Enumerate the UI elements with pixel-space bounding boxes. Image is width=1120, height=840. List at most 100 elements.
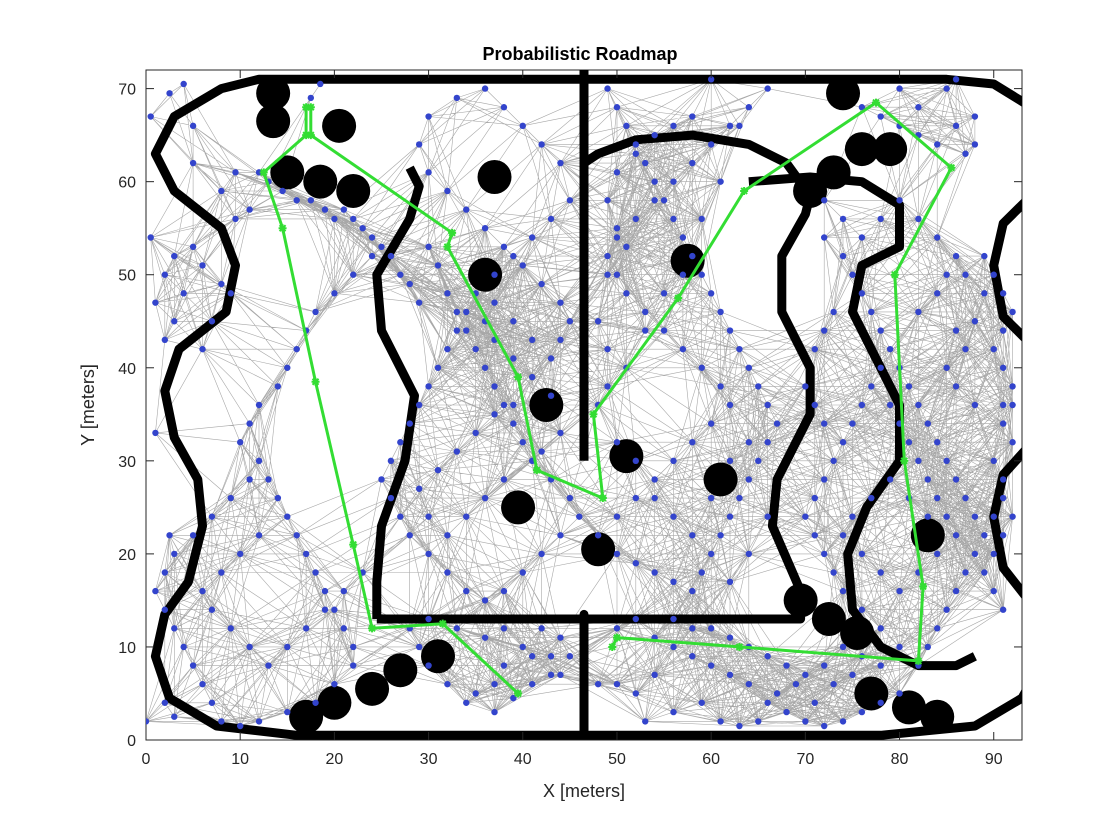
roadmap-node (425, 662, 432, 669)
roadmap-node (227, 494, 234, 502)
obstacle-29 (317, 685, 352, 720)
roadmap-node (547, 215, 555, 223)
roadmap-node (952, 76, 960, 83)
roadmap-node (218, 569, 225, 576)
roadmap-node (990, 513, 997, 520)
roadmap-node (453, 94, 461, 102)
roadmap-node (472, 690, 479, 697)
roadmap-node (415, 299, 423, 306)
roadmap-node (557, 159, 564, 167)
roadmap-node (547, 671, 555, 679)
roadmap-node (604, 383, 611, 390)
roadmap-node (952, 252, 960, 260)
roadmap-node (623, 122, 630, 130)
roadmap-node (943, 606, 950, 613)
roadmap-node (557, 634, 564, 641)
roadmap-node (745, 364, 753, 371)
roadmap-node (406, 420, 413, 427)
path-waypoint (302, 131, 311, 140)
roadmap-node (613, 625, 621, 632)
roadmap-node (924, 643, 932, 651)
roadmap-node (839, 439, 847, 446)
roadmap-node (321, 606, 329, 613)
roadmap-node (717, 178, 724, 185)
x-tick-label: 10 (231, 751, 249, 768)
roadmap-node (943, 457, 950, 465)
chart-title: Probabilistic Roadmap (482, 44, 677, 64)
roadmap-node (632, 150, 640, 157)
roadmap-node (425, 169, 432, 176)
roadmap-node (284, 513, 291, 520)
roadmap-node (397, 513, 404, 520)
path-waypoint (349, 540, 358, 549)
roadmap-node (307, 94, 315, 102)
roadmap-node (547, 653, 555, 660)
roadmap-node (557, 336, 564, 344)
roadmap-node (971, 113, 979, 120)
roadmap-node (350, 215, 357, 223)
roadmap-node (274, 494, 282, 502)
roadmap-node (368, 252, 376, 260)
path-waypoint-marker (368, 624, 377, 633)
roadmap-node (331, 290, 338, 297)
roadmap-node (491, 680, 498, 688)
roadmap-node (265, 476, 272, 483)
roadmap-node (717, 532, 724, 539)
roadmap-node (689, 532, 696, 539)
roadmap-node (660, 290, 668, 297)
roadmap-node (689, 587, 696, 595)
roadmap-node (246, 206, 253, 213)
roadmap-node (670, 643, 677, 651)
roadmap-node (905, 383, 913, 390)
roadmap-node (820, 420, 828, 427)
roadmap-node (707, 420, 715, 427)
roadmap-node (670, 578, 677, 586)
path-waypoint-marker (612, 633, 621, 642)
roadmap-node (924, 420, 932, 427)
roadmap-node (500, 662, 508, 669)
path-waypoint (608, 642, 617, 651)
roadmap-node (651, 476, 658, 483)
roadmap-node (764, 653, 771, 660)
roadmap-node (481, 85, 489, 92)
roadmap-node (481, 364, 489, 371)
roadmap-node (707, 625, 715, 632)
roadmap-node (764, 401, 771, 409)
roadmap-node (670, 615, 677, 623)
path-waypoint-marker (674, 293, 683, 302)
roadmap-node (434, 364, 442, 371)
roadmap-node (246, 420, 253, 427)
obstacle-24 (891, 690, 926, 725)
roadmap-node (999, 476, 1007, 483)
roadmap-node (604, 271, 611, 278)
roadmap-node (199, 680, 206, 688)
roadmap-node (999, 606, 1007, 613)
roadmap-node (915, 104, 922, 111)
roadmap-node (858, 104, 866, 111)
y-tick-label: 70 (118, 82, 136, 99)
x-tick-label: 70 (796, 751, 814, 768)
roadmap-node (208, 513, 216, 520)
roadmap-node (453, 448, 461, 455)
roadmap-node (934, 439, 941, 446)
roadmap-node (726, 122, 734, 130)
roadmap-node (726, 401, 734, 409)
roadmap-node (510, 420, 517, 427)
roadmap-node (651, 671, 658, 679)
roadmap-node (284, 708, 291, 716)
path-waypoint (872, 98, 880, 107)
roadmap-node (660, 327, 668, 334)
roadmap-node (999, 327, 1007, 334)
roadmap-node (802, 513, 809, 520)
roadmap-node (444, 680, 451, 688)
roadmap-node (415, 141, 423, 148)
path-waypoint (306, 103, 315, 112)
roadmap-node (528, 680, 536, 688)
roadmap-node (717, 718, 724, 725)
roadmap-node (463, 308, 470, 316)
roadmap-node (538, 280, 545, 288)
roadmap-node (858, 290, 866, 297)
roadmap-node (415, 401, 423, 409)
roadmap-node (189, 243, 197, 251)
